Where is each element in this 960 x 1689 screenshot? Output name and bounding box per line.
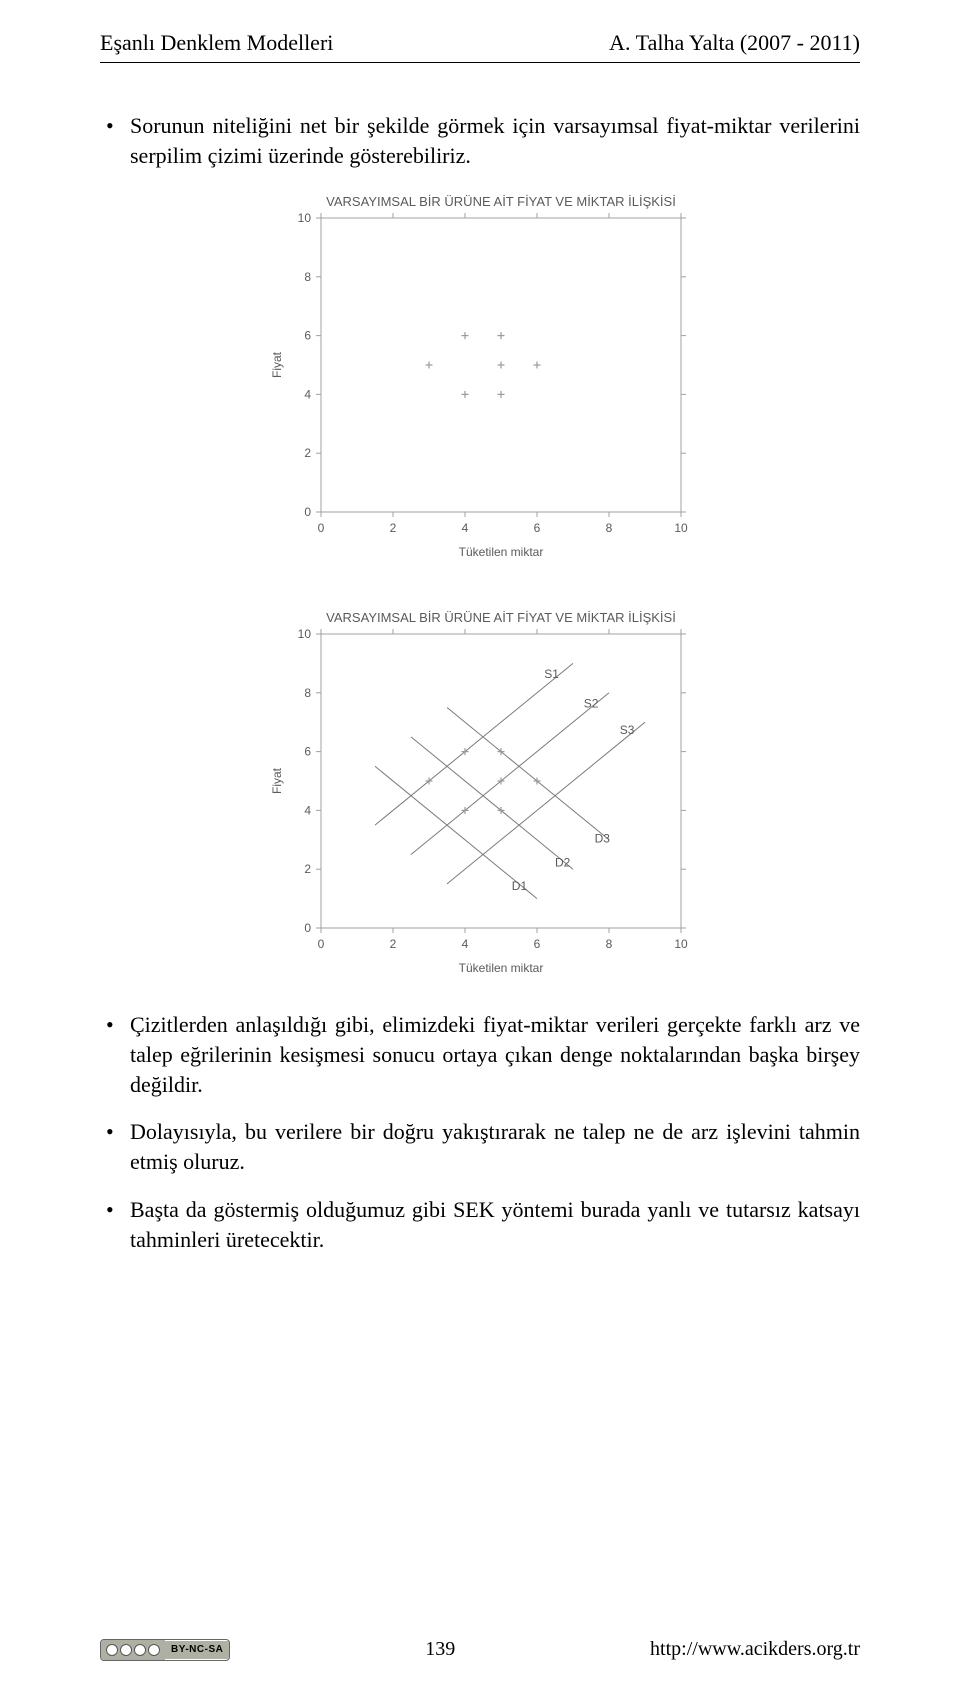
svg-text:4: 4 xyxy=(462,521,469,535)
scatter-chart-2: VARSAYIMSAL BİR ÜRÜNE AİT FİYAT VE MİKTA… xyxy=(265,604,695,984)
svg-text:2: 2 xyxy=(304,863,311,877)
svg-text:0: 0 xyxy=(304,505,311,519)
svg-text:S1: S1 xyxy=(544,667,559,681)
nc-icon xyxy=(134,1644,146,1656)
bullet-1: Sorunun niteliğini net bir şekilde görme… xyxy=(130,111,860,170)
svg-text:2: 2 xyxy=(390,937,397,951)
svg-text:6: 6 xyxy=(534,937,541,951)
svg-text:VARSAYIMSAL BİR ÜRÜNE AİT FİYA: VARSAYIMSAL BİR ÜRÜNE AİT FİYAT VE MİKTA… xyxy=(326,610,676,625)
svg-text:6: 6 xyxy=(304,329,311,343)
header: Eşanlı Denklem Modelleri A. Talha Yalta … xyxy=(100,30,860,56)
page-number: 139 xyxy=(425,1638,455,1661)
svg-text:4: 4 xyxy=(304,804,311,818)
svg-text:8: 8 xyxy=(606,521,613,535)
header-left: Eşanlı Denklem Modelleri xyxy=(100,30,333,56)
sa-icon xyxy=(148,1644,160,1656)
svg-text:6: 6 xyxy=(534,521,541,535)
svg-text:4: 4 xyxy=(462,937,469,951)
svg-text:8: 8 xyxy=(606,937,613,951)
svg-text:Tüketilen miktar: Tüketilen miktar xyxy=(459,545,544,559)
svg-text:0: 0 xyxy=(318,937,325,951)
svg-text:S2: S2 xyxy=(584,697,599,711)
page: Eşanlı Denklem Modelleri A. Talha Yalta … xyxy=(0,0,960,1689)
bullet-list-bottom: Çizitlerden anlaşıldığı gibi, elimizdeki… xyxy=(100,1010,860,1254)
svg-text:2: 2 xyxy=(304,447,311,461)
svg-text:VARSAYIMSAL BİR ÜRÜNE AİT FİYA: VARSAYIMSAL BİR ÜRÜNE AİT FİYAT VE MİKTA… xyxy=(326,194,676,209)
svg-text:0: 0 xyxy=(304,921,311,935)
scatter-chart-1: VARSAYIMSAL BİR ÜRÜNE AİT FİYAT VE MİKTA… xyxy=(265,188,695,568)
svg-text:D2: D2 xyxy=(555,856,571,870)
svg-text:10: 10 xyxy=(674,521,688,535)
cc-badge: BY-NC-SA xyxy=(100,1639,230,1661)
svg-text:6: 6 xyxy=(304,745,311,759)
svg-text:8: 8 xyxy=(304,686,311,700)
svg-text:4: 4 xyxy=(304,388,311,402)
svg-text:10: 10 xyxy=(298,627,312,641)
by-icon xyxy=(120,1644,132,1656)
svg-text:10: 10 xyxy=(674,937,688,951)
svg-text:D3: D3 xyxy=(595,832,611,846)
charts-container: VARSAYIMSAL BİR ÜRÜNE AİT FİYAT VE MİKTA… xyxy=(100,188,860,984)
svg-text:0: 0 xyxy=(318,521,325,535)
footer-url: http://www.acikders.org.tr xyxy=(650,1638,860,1661)
svg-text:D1: D1 xyxy=(512,879,528,893)
bullet-2: Çizitlerden anlaşıldığı gibi, elimizdeki… xyxy=(130,1010,860,1099)
footer: BY-NC-SA 139 http://www.acikders.org.tr xyxy=(100,1638,860,1661)
cc-icons xyxy=(101,1640,165,1660)
cc-icon xyxy=(106,1644,118,1656)
svg-text:10: 10 xyxy=(298,211,312,225)
svg-text:Fiyat: Fiyat xyxy=(270,352,284,379)
svg-text:2: 2 xyxy=(390,521,397,535)
svg-text:8: 8 xyxy=(304,270,311,284)
bullet-list-top: Sorunun niteliğini net bir şekilde görme… xyxy=(100,111,860,170)
bullet-3: Dolayısıyla, bu verilere bir doğru yakış… xyxy=(130,1117,860,1176)
svg-text:Tüketilen miktar: Tüketilen miktar xyxy=(459,961,544,975)
bullet-4: Başta da göstermiş olduğumuz gibi SEK yö… xyxy=(130,1195,860,1254)
svg-text:S3: S3 xyxy=(620,723,635,737)
svg-text:Fiyat: Fiyat xyxy=(270,768,284,795)
header-right: A. Talha Yalta (2007 - 2011) xyxy=(609,30,860,56)
cc-text: BY-NC-SA xyxy=(165,1641,229,1659)
header-rule xyxy=(100,62,860,63)
